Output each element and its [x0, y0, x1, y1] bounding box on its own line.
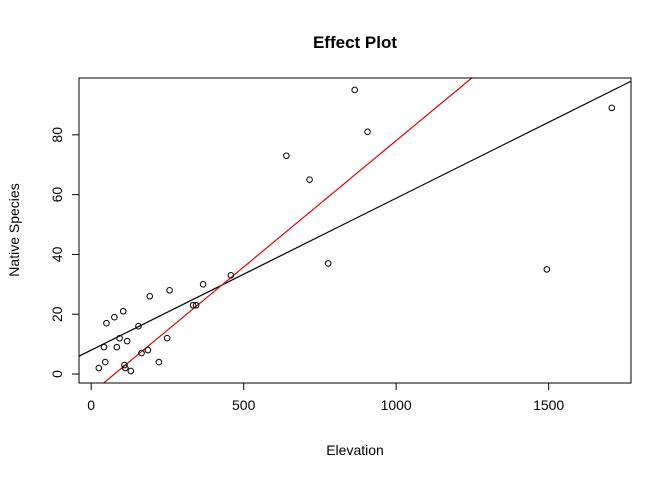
data-point [113, 343, 121, 351]
data-point [101, 358, 109, 366]
data-point [111, 313, 118, 321]
fit-lines [79, 78, 631, 383]
fit-line-red [102, 78, 473, 383]
y-axis-label: Native Species [6, 183, 22, 276]
data-point [135, 322, 142, 330]
fit-line-black [79, 80, 631, 357]
data-point [608, 104, 616, 112]
data-point [138, 349, 145, 357]
data-point [122, 364, 129, 372]
data-point [283, 152, 290, 160]
data-point [351, 86, 358, 94]
x-tick-label: 0 [87, 397, 95, 413]
axes: 0 500 1000 1500 0 20 40 60 80 [49, 127, 564, 413]
data-point [144, 346, 152, 354]
data-point [127, 367, 135, 375]
data-point [364, 128, 371, 136]
data-point [100, 343, 108, 351]
data-point [121, 361, 128, 369]
data-points [95, 86, 616, 375]
data-point [103, 319, 110, 327]
x-tick-label: 1000 [381, 397, 412, 413]
data-point [116, 334, 123, 342]
data-point [166, 287, 173, 294]
data-point [543, 266, 551, 273]
x-tick-label: 500 [232, 397, 256, 413]
data-point [146, 292, 154, 300]
y-tick-label: 20 [49, 306, 65, 322]
plot-frame [78, 77, 632, 384]
data-point [95, 364, 103, 372]
data-point [192, 301, 200, 309]
x-axis-label: Elevation [326, 442, 384, 458]
data-point [189, 301, 197, 309]
data-point [227, 272, 235, 279]
data-point [119, 307, 127, 315]
data-point [324, 260, 332, 267]
y-tick-label: 80 [49, 127, 65, 143]
y-tick-label: 0 [49, 370, 65, 378]
chart-title: Effect Plot [313, 33, 397, 52]
data-point [155, 358, 163, 366]
x-tick-label: 1500 [533, 397, 564, 413]
data-point [306, 176, 313, 183]
y-tick-label: 40 [49, 246, 65, 262]
data-point [163, 334, 171, 342]
data-point [123, 337, 131, 345]
data-point [199, 281, 207, 288]
y-tick-label: 60 [49, 187, 65, 203]
